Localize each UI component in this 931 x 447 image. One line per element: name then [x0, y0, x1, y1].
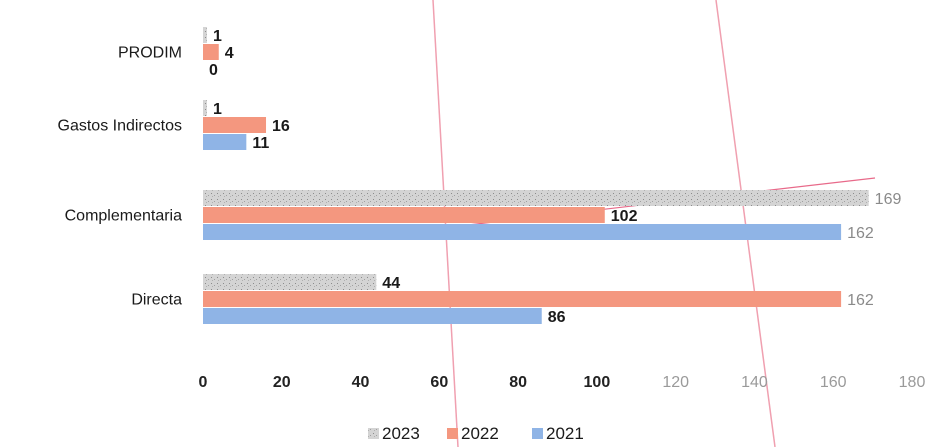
category-label-directa: Directa: [131, 292, 182, 309]
bar-complementaria-2022: [203, 207, 605, 223]
category-label-prodim: PRODIM: [118, 45, 182, 62]
bar-complementaria-2021: [203, 224, 842, 240]
legend-label-2022: 2022: [461, 424, 499, 443]
data-label-complementaria-2023: 169: [875, 191, 902, 208]
x-tick-label-0: 0: [199, 374, 208, 391]
category-label-gastos-indirectos: Gastos Indirectos: [58, 118, 183, 135]
data-label-prodim-2023: 1: [213, 28, 222, 45]
x-tick-label-100: 100: [584, 374, 611, 391]
x-axis: 0 20 40 60 80 100 120 140 160 180: [199, 374, 926, 391]
bar-gastos-indirectos-2023: [203, 100, 207, 116]
bar-directa-2021: [203, 308, 542, 324]
bar-directa-2023: [203, 274, 377, 290]
bar-gastos-indirectos-2022: [203, 117, 267, 133]
bar-gastos-indirectos-2021: [203, 134, 247, 150]
bar-complementaria-2023: [203, 190, 869, 206]
legend-swatch-2021: [532, 428, 543, 439]
bars-group: [203, 27, 869, 324]
data-label-directa-2023: 44: [382, 275, 400, 292]
x-tick-label-80: 80: [509, 374, 527, 391]
data-label-gastos-indirectos-2021: 11: [252, 135, 269, 152]
x-tick-label-180: 180: [899, 374, 926, 391]
legend-swatch-2022: [447, 428, 458, 439]
category-labels-group: PRODIM Gastos Indirectos Complementaria Dir…: [58, 45, 183, 309]
data-label-complementaria-2021: 162: [847, 225, 874, 242]
x-tick-label-20: 20: [273, 374, 291, 391]
data-label-directa-2021: 86: [548, 309, 566, 326]
bar-prodim-2022: [203, 44, 219, 60]
legend: 2023 2022 2021: [368, 424, 584, 443]
x-tick-label-120: 120: [662, 374, 689, 391]
legend-label-2021: 2021: [546, 424, 584, 443]
legend-swatch-2023: [368, 428, 379, 439]
bar-prodim-2023: [203, 27, 207, 43]
x-tick-label-40: 40: [352, 374, 370, 391]
x-tick-label-140: 140: [741, 374, 768, 391]
x-tick-label-160: 160: [820, 374, 847, 391]
data-label-gastos-indirectos-2023: 1: [213, 101, 222, 118]
scan-mark-line: [432, 0, 459, 447]
data-label-prodim-2021: 0: [209, 62, 218, 79]
data-label-prodim-2022: 4: [225, 45, 234, 62]
legend-label-2023: 2023: [382, 424, 420, 443]
bar-directa-2022: [203, 291, 842, 307]
data-label-complementaria-2022: 102: [611, 208, 638, 225]
scan-mark-line: [715, 0, 776, 447]
data-label-gastos-indirectos-2022: 16: [272, 118, 290, 135]
x-tick-label-60: 60: [430, 374, 448, 391]
category-label-complementaria: Complementaria: [65, 208, 182, 225]
data-label-directa-2022: 162: [847, 292, 874, 309]
